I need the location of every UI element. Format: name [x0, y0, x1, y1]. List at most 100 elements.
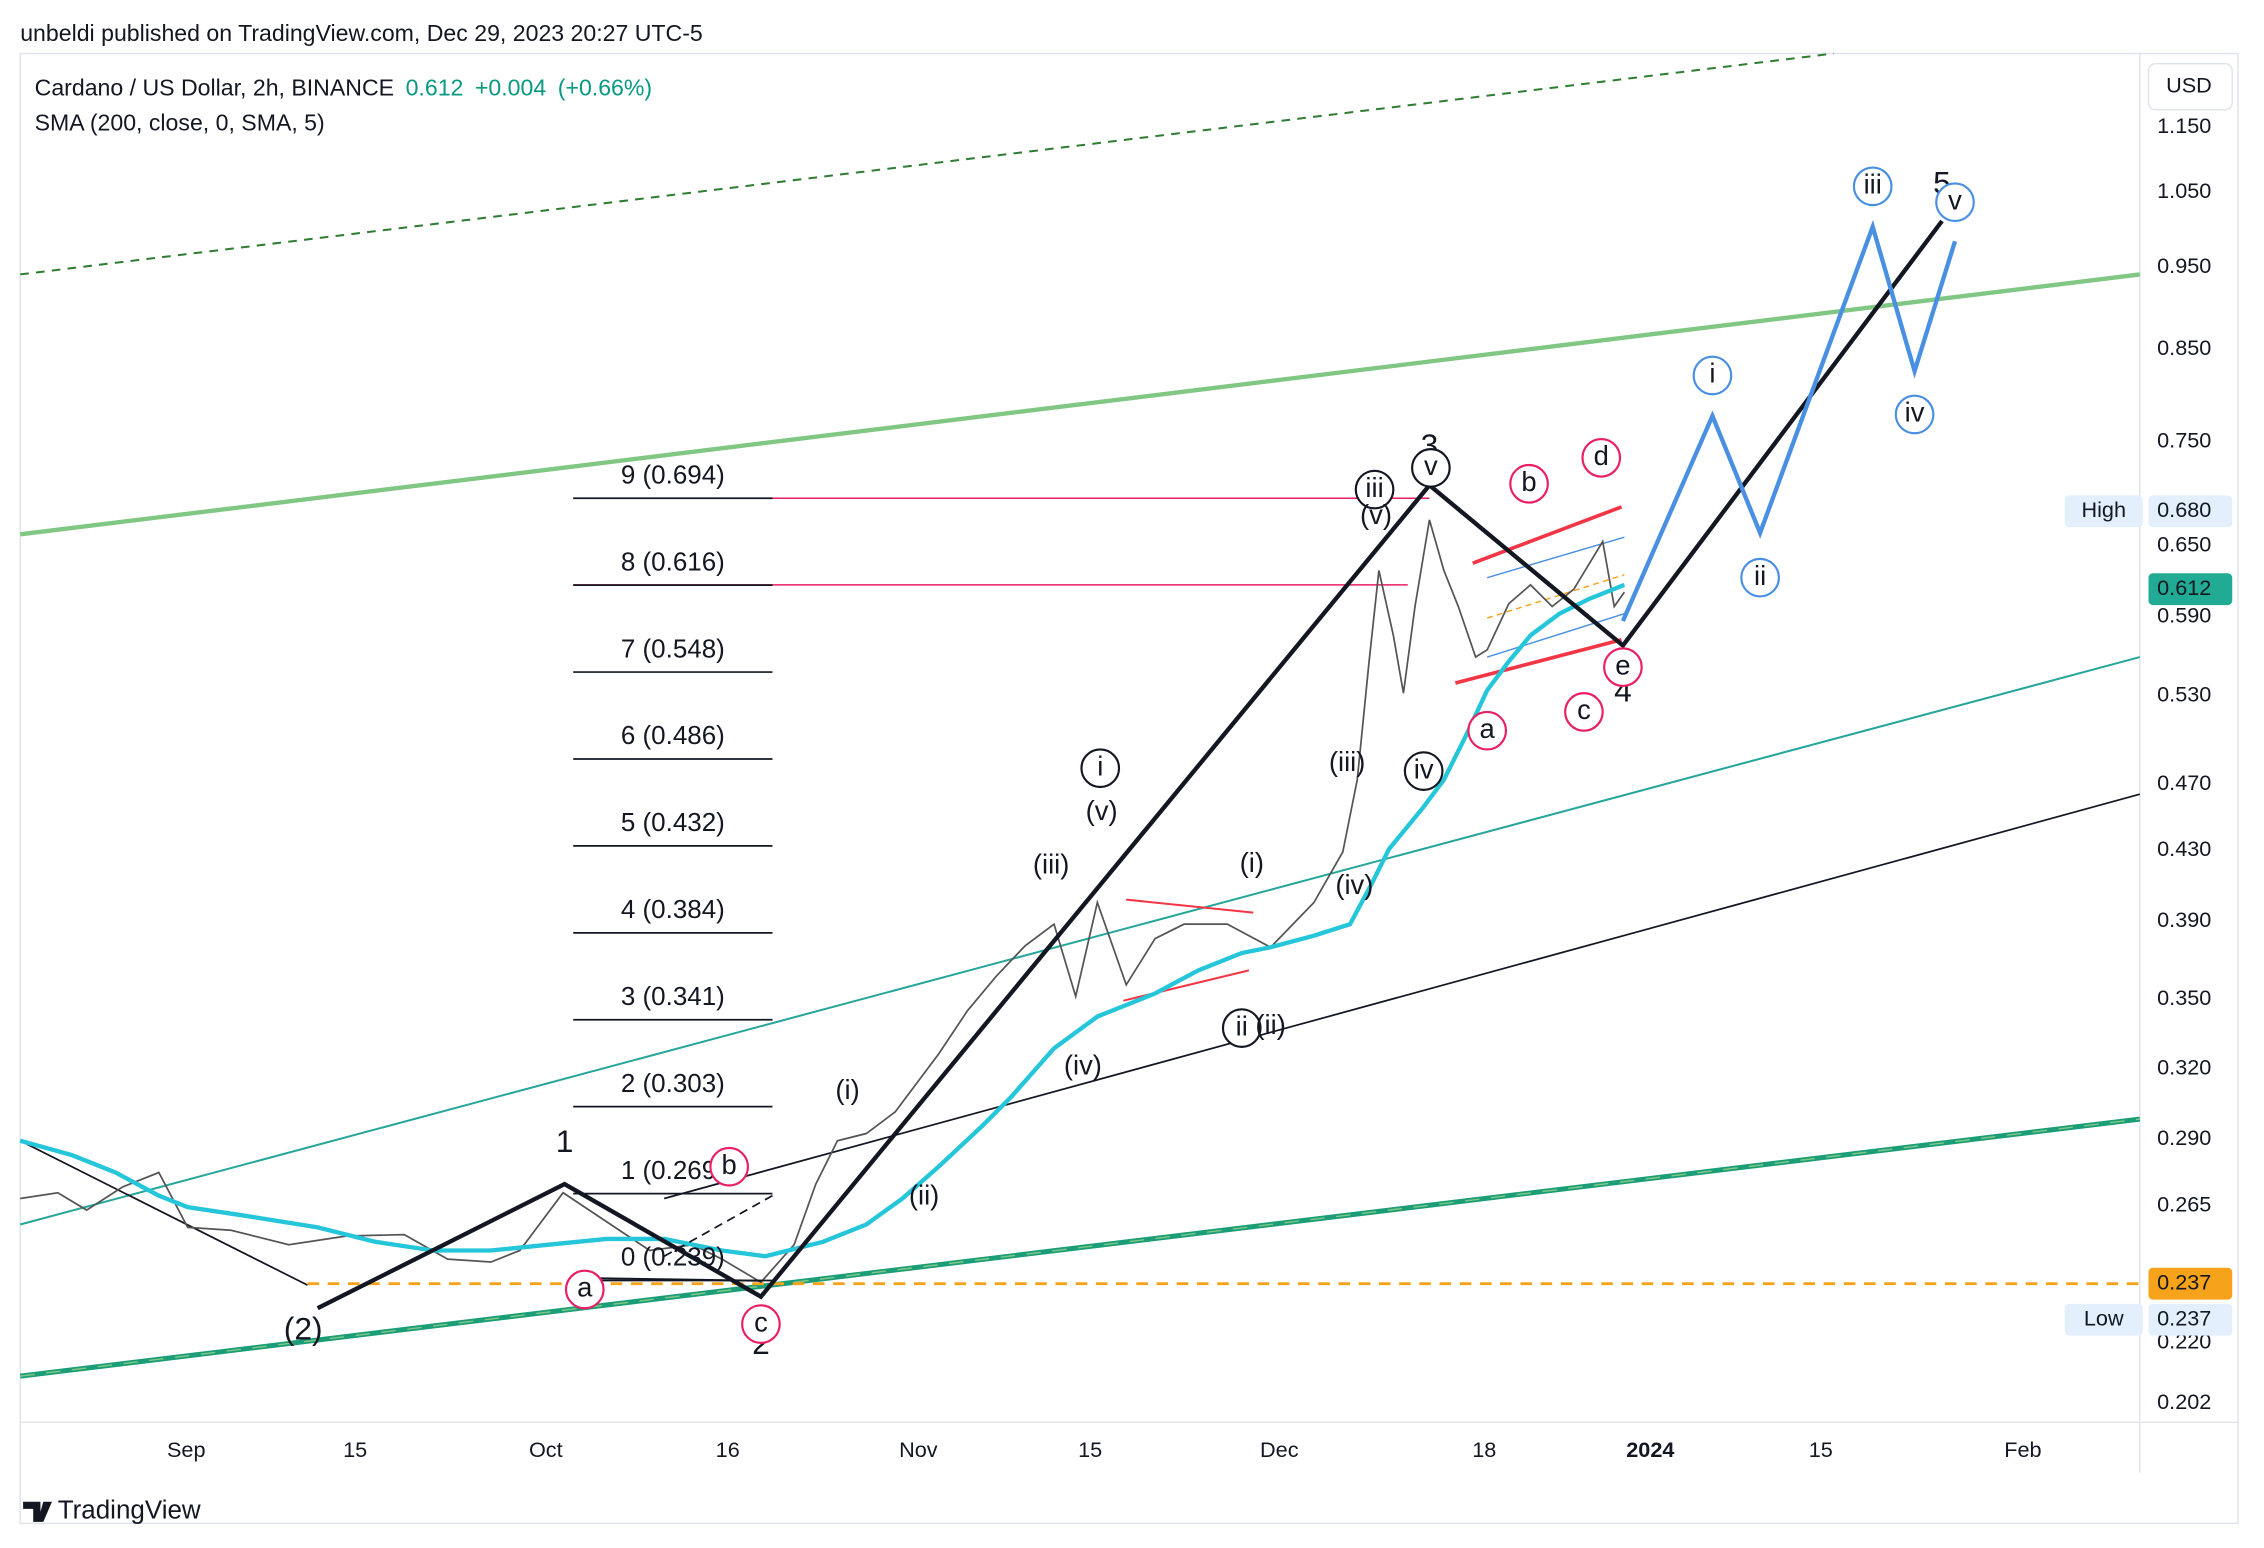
- fib-level-label: 9 (0.694): [621, 459, 725, 489]
- wave-label: (iv): [1335, 869, 1373, 900]
- time-tick-label: Dec: [1260, 1437, 1299, 1462]
- price-tick-label: 1.150: [2157, 113, 2211, 138]
- price-tick-label: 0.350: [2157, 985, 2211, 1010]
- price-badge: [2148, 495, 2233, 528]
- wave-label: ii: [1754, 560, 1766, 591]
- wave-label: b: [1521, 466, 1536, 497]
- wave-label: a: [1480, 713, 1496, 744]
- wave-label-circle: [1740, 557, 1780, 598]
- currency-button-frame[interactable]: [2147, 62, 2233, 111]
- green-trendline: [19, 272, 2141, 537]
- wave-projection: [663, 1194, 773, 1258]
- wave-label: ii: [1236, 1010, 1248, 1041]
- price-badge-value: 0.237: [2157, 1306, 2211, 1331]
- fib-level-label: 1 (0.269): [621, 1155, 725, 1185]
- time-tick-label: 16: [716, 1437, 740, 1462]
- fib-level-label: 6 (0.486): [621, 720, 725, 750]
- dashed-channel: [20, 52, 1834, 276]
- wave-label: (ii): [909, 1179, 939, 1210]
- wave-label: e: [1615, 649, 1630, 680]
- wave-label-circle: [1692, 355, 1733, 396]
- triangle-line: [1454, 637, 1622, 685]
- teal-trendline: [19, 656, 2141, 1226]
- footer-brand: TradingView: [58, 1495, 201, 1525]
- price-badge-value: 0.612: [2157, 575, 2211, 600]
- wave-label: (v): [1086, 795, 1118, 826]
- fib-level-label: 8 (0.616): [621, 546, 725, 576]
- wave-label-circle: [1581, 437, 1622, 478]
- legend-line: Cardano / US Dollar, 2h, BINANCE 0.612 +0.…: [35, 75, 652, 101]
- wave-label-circle: [709, 1146, 750, 1187]
- wave-label-circle: [1603, 647, 1643, 688]
- channel-mid: [1486, 574, 1625, 619]
- projected-wave: [1620, 219, 1958, 622]
- price-tick-label: 0.750: [2157, 428, 2211, 453]
- wave-label: i: [1097, 750, 1103, 781]
- fib-level-label: 7 (0.548): [621, 633, 725, 663]
- fib-level-label: 5 (0.432): [621, 807, 725, 837]
- price-tick-label: 0.850: [2157, 335, 2211, 360]
- indicator-legend: SMA (200, close, 0, SMA, 5): [35, 109, 325, 135]
- wave-label: 1: [556, 1123, 574, 1159]
- time-tick-label: 18: [1472, 1437, 1496, 1462]
- wave-label-circle: [1935, 182, 1975, 223]
- black-trendline: [19, 1139, 308, 1286]
- wave-label: (i): [835, 1074, 859, 1105]
- black-trendline: [663, 793, 2141, 1200]
- channel-line: [1486, 613, 1625, 658]
- price-tick-label: 0.265: [2157, 1191, 2211, 1216]
- elliott-wave: [316, 219, 1944, 1311]
- legend-change: +0.004: [475, 75, 546, 101]
- wave-label: iv: [1905, 397, 1925, 428]
- wave-label: (2): [284, 1311, 323, 1347]
- price-badge: [2148, 1303, 2233, 1336]
- price-badge-label-bg: [2064, 1303, 2143, 1336]
- byline: unbeldi published on TradingView.com, De…: [20, 20, 703, 46]
- wave-label: iii: [1864, 169, 1882, 200]
- fib-level-label: 0 (0.239): [621, 1242, 725, 1272]
- wave-label-circle: [1509, 463, 1549, 504]
- wave-label: c: [754, 1306, 768, 1337]
- price-tick-label: 0.470: [2157, 770, 2211, 795]
- wave-label: iii: [1365, 472, 1383, 503]
- wave-label-circle: [1221, 1008, 1262, 1048]
- time-tick-label: Nov: [899, 1437, 938, 1462]
- triangle-line: [1126, 898, 1254, 914]
- support-trendline-dash: [20, 1118, 2140, 1377]
- currency-button[interactable]: USD: [2166, 72, 2212, 97]
- wave-label: i: [1709, 358, 1715, 389]
- time-tick-label: 2024: [1626, 1437, 1674, 1462]
- wave-label: (iv): [1064, 1049, 1102, 1080]
- price-tick-label: 0.650: [2157, 532, 2211, 557]
- wave-label-circle: [1894, 394, 1935, 435]
- price-tick-label: 0.202: [2157, 1389, 2211, 1414]
- price-badge-label: Low: [2084, 1306, 2124, 1331]
- fib-level-label: 2 (0.303): [621, 1068, 725, 1098]
- wave-label: (v): [1360, 499, 1392, 530]
- wave-label-circle: [1467, 710, 1508, 751]
- wave-label-circle: [1403, 751, 1444, 791]
- time-tick-label: 15: [343, 1437, 367, 1462]
- legend-symbol: Cardano / US Dollar, 2h, BINANCE: [35, 75, 394, 101]
- wave-label: d: [1594, 440, 1609, 471]
- price-tick-label: 0.430: [2157, 836, 2211, 861]
- price-line: [20, 519, 1626, 1284]
- legend-change_pct: (+0.66%): [558, 75, 652, 101]
- wave-label: iv: [1414, 753, 1434, 784]
- wave-label: v: [1424, 450, 1438, 481]
- wave-label: (iii): [1329, 746, 1366, 777]
- wave-label-circle: [1080, 748, 1121, 789]
- price-tick-label: 1.050: [2157, 178, 2211, 203]
- wave-label: b: [722, 1149, 737, 1180]
- price-badge-label: High: [2081, 497, 2126, 522]
- price-tick-label: 0.590: [2157, 602, 2211, 627]
- wave-label-circle: [1564, 692, 1604, 732]
- price-tick-label: 0.320: [2157, 1054, 2211, 1079]
- time-tick-label: Sep: [167, 1437, 206, 1462]
- wave-label: (ii): [1255, 1009, 1285, 1040]
- fib-level-label: 3 (0.341): [621, 981, 725, 1011]
- wave-label-circle: [1354, 469, 1395, 510]
- wave-label: v: [1948, 184, 1962, 215]
